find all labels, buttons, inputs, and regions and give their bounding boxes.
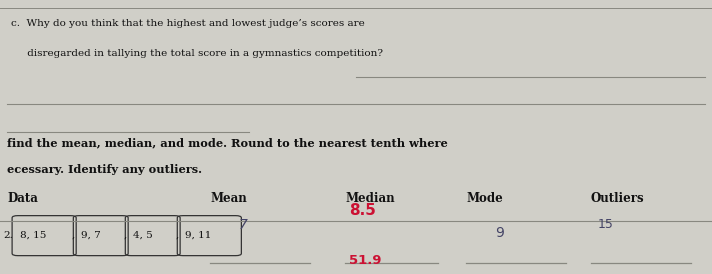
Text: 9: 9 [495, 226, 503, 240]
Text: ,: , [124, 231, 127, 240]
Text: 7: 7 [239, 218, 247, 232]
Text: Data: Data [7, 192, 38, 205]
Text: 9, 7: 9, 7 [81, 231, 101, 240]
Text: Mean: Mean [210, 192, 247, 205]
Text: 15: 15 [598, 218, 614, 231]
Text: Mode: Mode [466, 192, 503, 205]
Text: 8, 15: 8, 15 [20, 231, 46, 240]
Text: Median: Median [345, 192, 395, 205]
Text: c.  Why do you think that the highest and lowest judge’s scores are: c. Why do you think that the highest and… [11, 19, 365, 28]
Text: 9, 11: 9, 11 [185, 231, 211, 240]
Text: 51.9: 51.9 [349, 254, 382, 267]
Text: 8.5: 8.5 [349, 204, 376, 218]
Text: find the mean, median, and mode. Round to the nearest tenth where: find the mean, median, and mode. Round t… [7, 137, 448, 148]
Text: disregarded in tallying the total score in a gymnastics competition?: disregarded in tallying the total score … [11, 49, 382, 58]
Text: 4, 5: 4, 5 [133, 231, 153, 240]
Text: Outliers: Outliers [591, 192, 644, 205]
Text: ,: , [72, 231, 75, 240]
Text: ecessary. Identify any outliers.: ecessary. Identify any outliers. [7, 164, 202, 175]
Text: 2.: 2. [4, 231, 14, 240]
Text: ,: , [176, 231, 179, 240]
